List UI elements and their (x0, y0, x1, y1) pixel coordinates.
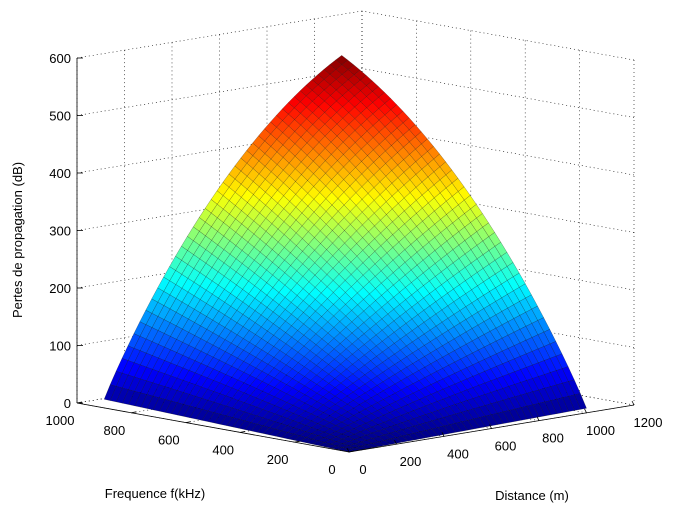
x-tick (346, 447, 350, 453)
x-axis-label: Distance (m) (495, 488, 569, 503)
z-axis-label: Pertes de propagation (dB) (10, 162, 25, 318)
y-axis-label: Frequence f(kHz) (105, 486, 205, 501)
x-tick-label: 1200 (634, 415, 663, 430)
y-tick (131, 411, 137, 414)
tick-labels: 0 200 400 600 800 1000 1200 0 200 400 600 800 1000 0 1… (46, 51, 663, 477)
y-tick (240, 431, 246, 433)
y-tick (294, 440, 300, 443)
y-tick-label: 800 (104, 423, 126, 438)
x-tick (394, 439, 397, 445)
z-tick-label: 300 (49, 224, 71, 239)
x-tick (489, 424, 492, 429)
x-tick-label: 1000 (586, 423, 615, 438)
y-tick-label: 1000 (46, 413, 75, 428)
y-tick-label: 0 (328, 462, 335, 477)
z-tick-label: 100 (49, 339, 71, 354)
x-tick-label: 800 (542, 431, 564, 446)
y-axis-line (76, 402, 350, 453)
x-tick-label: 0 (359, 462, 366, 477)
y-tick (348, 450, 355, 453)
y-tick-label: 600 (158, 433, 180, 448)
x-tick (441, 432, 445, 437)
axes-layer (76, 57, 635, 453)
z-tick-label: 200 (49, 281, 71, 296)
grid-line (361, 10, 635, 61)
surface (104, 55, 587, 453)
x-tick (631, 400, 635, 406)
x-tick (536, 416, 540, 421)
x-tick-label: 600 (495, 439, 517, 454)
z-tick-label: 500 (49, 109, 71, 124)
z-tick-label: 0 (64, 396, 71, 411)
x-tick (584, 408, 587, 414)
x-tick-label: 400 (447, 446, 469, 461)
y-tick-label: 200 (267, 452, 289, 467)
grid-line (76, 68, 363, 116)
z-tick-label: 600 (49, 51, 71, 66)
x-tick-label: 200 (400, 454, 422, 469)
z-tick-label: 400 (49, 166, 71, 181)
grid-line (361, 68, 635, 118)
y-tick-label: 400 (212, 442, 234, 457)
y-tick (185, 421, 191, 423)
